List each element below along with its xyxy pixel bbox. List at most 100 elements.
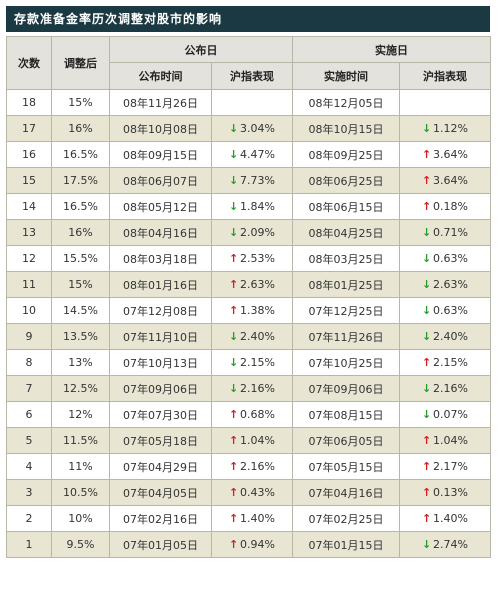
table-row: 1 9.5% 07年01月05日 ↑ 0.94% 07年01月15日 ↓ 2.74% xyxy=(6,531,491,558)
cell-announce-date: 08年05月12日 xyxy=(109,193,212,220)
cell-rate: 16.5% xyxy=(51,193,110,220)
arrow-up-icon: ↑ xyxy=(422,200,432,213)
cell-rate: 10% xyxy=(51,505,110,532)
table-row: 16 16.5% 08年09月15日 ↓ 4.47% 08年09月25日 ↑ 3.64% xyxy=(6,141,491,168)
cell-rate: 16.5% xyxy=(51,141,110,168)
cell-index: 16 xyxy=(6,141,52,168)
cell-implement-perf: ↑ 0.13% xyxy=(399,479,491,506)
cell-implement-perf: ↓ 2.40% xyxy=(399,323,491,350)
cell-announce-date: 08年01月16日 xyxy=(109,271,212,298)
arrow-down-icon: ↓ xyxy=(422,122,432,135)
table-title: 存款准备金率历次调整对股市的影响 xyxy=(6,6,490,32)
perf-value: 1.40% xyxy=(240,512,275,525)
reserve-ratio-panel: 存款准备金率历次调整对股市的影响 次数 调整后 公布日 实施日 公布时间 沪指表… xyxy=(6,6,491,590)
perf-value: 0.63% xyxy=(433,252,468,265)
cell-implement-perf: ↑ 2.17% xyxy=(399,453,491,480)
cell-announce-date: 07年04月29日 xyxy=(109,453,212,480)
cell-announce-perf: ↓ 2.40% xyxy=(211,323,293,350)
cell-implement-perf: ↓ 0.71% xyxy=(399,219,491,246)
arrow-down-icon: ↓ xyxy=(422,304,432,317)
perf-value: 2.40% xyxy=(240,330,275,343)
cell-index: 13 xyxy=(6,219,52,246)
cell-implement-date: 07年01月15日 xyxy=(292,531,400,558)
cell-announce-perf: ↓ 2.16% xyxy=(211,375,293,402)
arrow-down-icon: ↓ xyxy=(229,148,239,161)
table-row: 11 15% 08年01月16日 ↑ 2.63% 08年01月25日 ↓ 2.63% xyxy=(6,271,491,298)
arrow-down-icon: ↓ xyxy=(422,382,432,395)
perf-value: 0.71% xyxy=(433,226,468,239)
cell-rate: 13.5% xyxy=(51,323,110,350)
cell-rate: 15% xyxy=(51,89,110,116)
arrow-down-icon: ↓ xyxy=(422,252,432,265)
cell-announce-perf: ↑ 2.53% xyxy=(211,245,293,272)
cell-announce-date: 08年10月08日 xyxy=(109,115,212,142)
perf-value: 0.63% xyxy=(433,304,468,317)
cell-implement-perf: ↓ 2.16% xyxy=(399,375,491,402)
cell-index: 6 xyxy=(6,401,52,428)
cell-rate: 16% xyxy=(51,115,110,142)
cell-announce-perf: ↓ 3.04% xyxy=(211,115,293,142)
arrow-down-icon: ↓ xyxy=(422,330,432,343)
arrow-down-icon: ↓ xyxy=(229,174,239,187)
header-index: 次数 xyxy=(6,36,52,90)
cell-index: 1 xyxy=(6,531,52,558)
cell-implement-date: 08年06月25日 xyxy=(292,167,400,194)
perf-value: 0.43% xyxy=(240,486,275,499)
cell-implement-perf: ↑ 3.64% xyxy=(399,141,491,168)
header-rate: 调整后 xyxy=(51,36,110,90)
cell-implement-perf: ↓ 0.07% xyxy=(399,401,491,428)
arrow-up-icon: ↑ xyxy=(422,486,432,499)
cell-implement-date: 07年12月25日 xyxy=(292,297,400,324)
arrow-up-icon: ↑ xyxy=(422,434,432,447)
perf-value: 2.17% xyxy=(433,460,468,473)
perf-value: 2.09% xyxy=(240,226,275,239)
cell-announce-date: 07年02月16日 xyxy=(109,505,212,532)
cell-implement-date: 07年10月25日 xyxy=(292,349,400,376)
cell-implement-perf: ↓ 0.63% xyxy=(399,245,491,272)
header-group-implement: 实施日 xyxy=(292,36,491,63)
cell-implement-perf: ↑ 1.04% xyxy=(399,427,491,454)
cell-implement-date: 08年10月15日 xyxy=(292,115,400,142)
table-row: 4 11% 07年04月29日 ↑ 2.16% 07年05月15日 ↑ 2.17% xyxy=(6,453,491,480)
cell-index: 11 xyxy=(6,271,52,298)
perf-value: 7.73% xyxy=(240,174,275,187)
cell-index: 17 xyxy=(6,115,52,142)
cell-announce-perf: ↓ 7.73% xyxy=(211,167,293,194)
arrow-down-icon: ↓ xyxy=(229,356,239,369)
perf-value: 1.04% xyxy=(433,434,468,447)
perf-value: 1.84% xyxy=(240,200,275,213)
perf-value: 0.18% xyxy=(433,200,468,213)
cell-implement-date: 08年04月25日 xyxy=(292,219,400,246)
table-row: 10 14.5% 07年12月08日 ↑ 1.38% 07年12月25日 ↓ 0.63% xyxy=(6,297,491,324)
cell-announce-date: 07年12月08日 xyxy=(109,297,212,324)
table-row: 9 13.5% 07年11月10日 ↓ 2.40% 07年11月26日 ↓ 2.40% xyxy=(6,323,491,350)
cell-rate: 10.5% xyxy=(51,479,110,506)
cell-implement-date: 08年03月25日 xyxy=(292,245,400,272)
cell-index: 10 xyxy=(6,297,52,324)
arrow-down-icon: ↓ xyxy=(229,200,239,213)
perf-value: 2.16% xyxy=(240,382,275,395)
cell-rate: 15% xyxy=(51,271,110,298)
perf-value: 3.64% xyxy=(433,148,468,161)
arrow-up-icon: ↑ xyxy=(229,252,239,265)
cell-implement-date: 08年01月25日 xyxy=(292,271,400,298)
cell-announce-perf: ↓ 2.15% xyxy=(211,349,293,376)
table-body: 18 15% 08年11月26日 08年12月05日 17 16% 08年10月08日 ↓ 3.… xyxy=(6,89,491,558)
cell-index: 9 xyxy=(6,323,52,350)
arrow-down-icon: ↓ xyxy=(422,538,432,551)
cell-implement-perf xyxy=(399,89,491,116)
cell-index: 2 xyxy=(6,505,52,532)
perf-value: 1.04% xyxy=(240,434,275,447)
cell-implement-perf: ↑ 1.40% xyxy=(399,505,491,532)
cell-index: 8 xyxy=(6,349,52,376)
cell-implement-date: 08年09月25日 xyxy=(292,141,400,168)
table-row: 18 15% 08年11月26日 08年12月05日 xyxy=(6,89,491,116)
cell-announce-date: 08年04月16日 xyxy=(109,219,212,246)
table-row: 12 15.5% 08年03月18日 ↑ 2.53% 08年03月25日 ↓ 0.63% xyxy=(6,245,491,272)
cell-rate: 17.5% xyxy=(51,167,110,194)
cell-announce-perf: ↓ 1.84% xyxy=(211,193,293,220)
header-announce-perf: 沪指表现 xyxy=(211,62,293,90)
cell-rate: 9.5% xyxy=(51,531,110,558)
cell-implement-perf: ↑ 0.18% xyxy=(399,193,491,220)
cell-rate: 15.5% xyxy=(51,245,110,272)
